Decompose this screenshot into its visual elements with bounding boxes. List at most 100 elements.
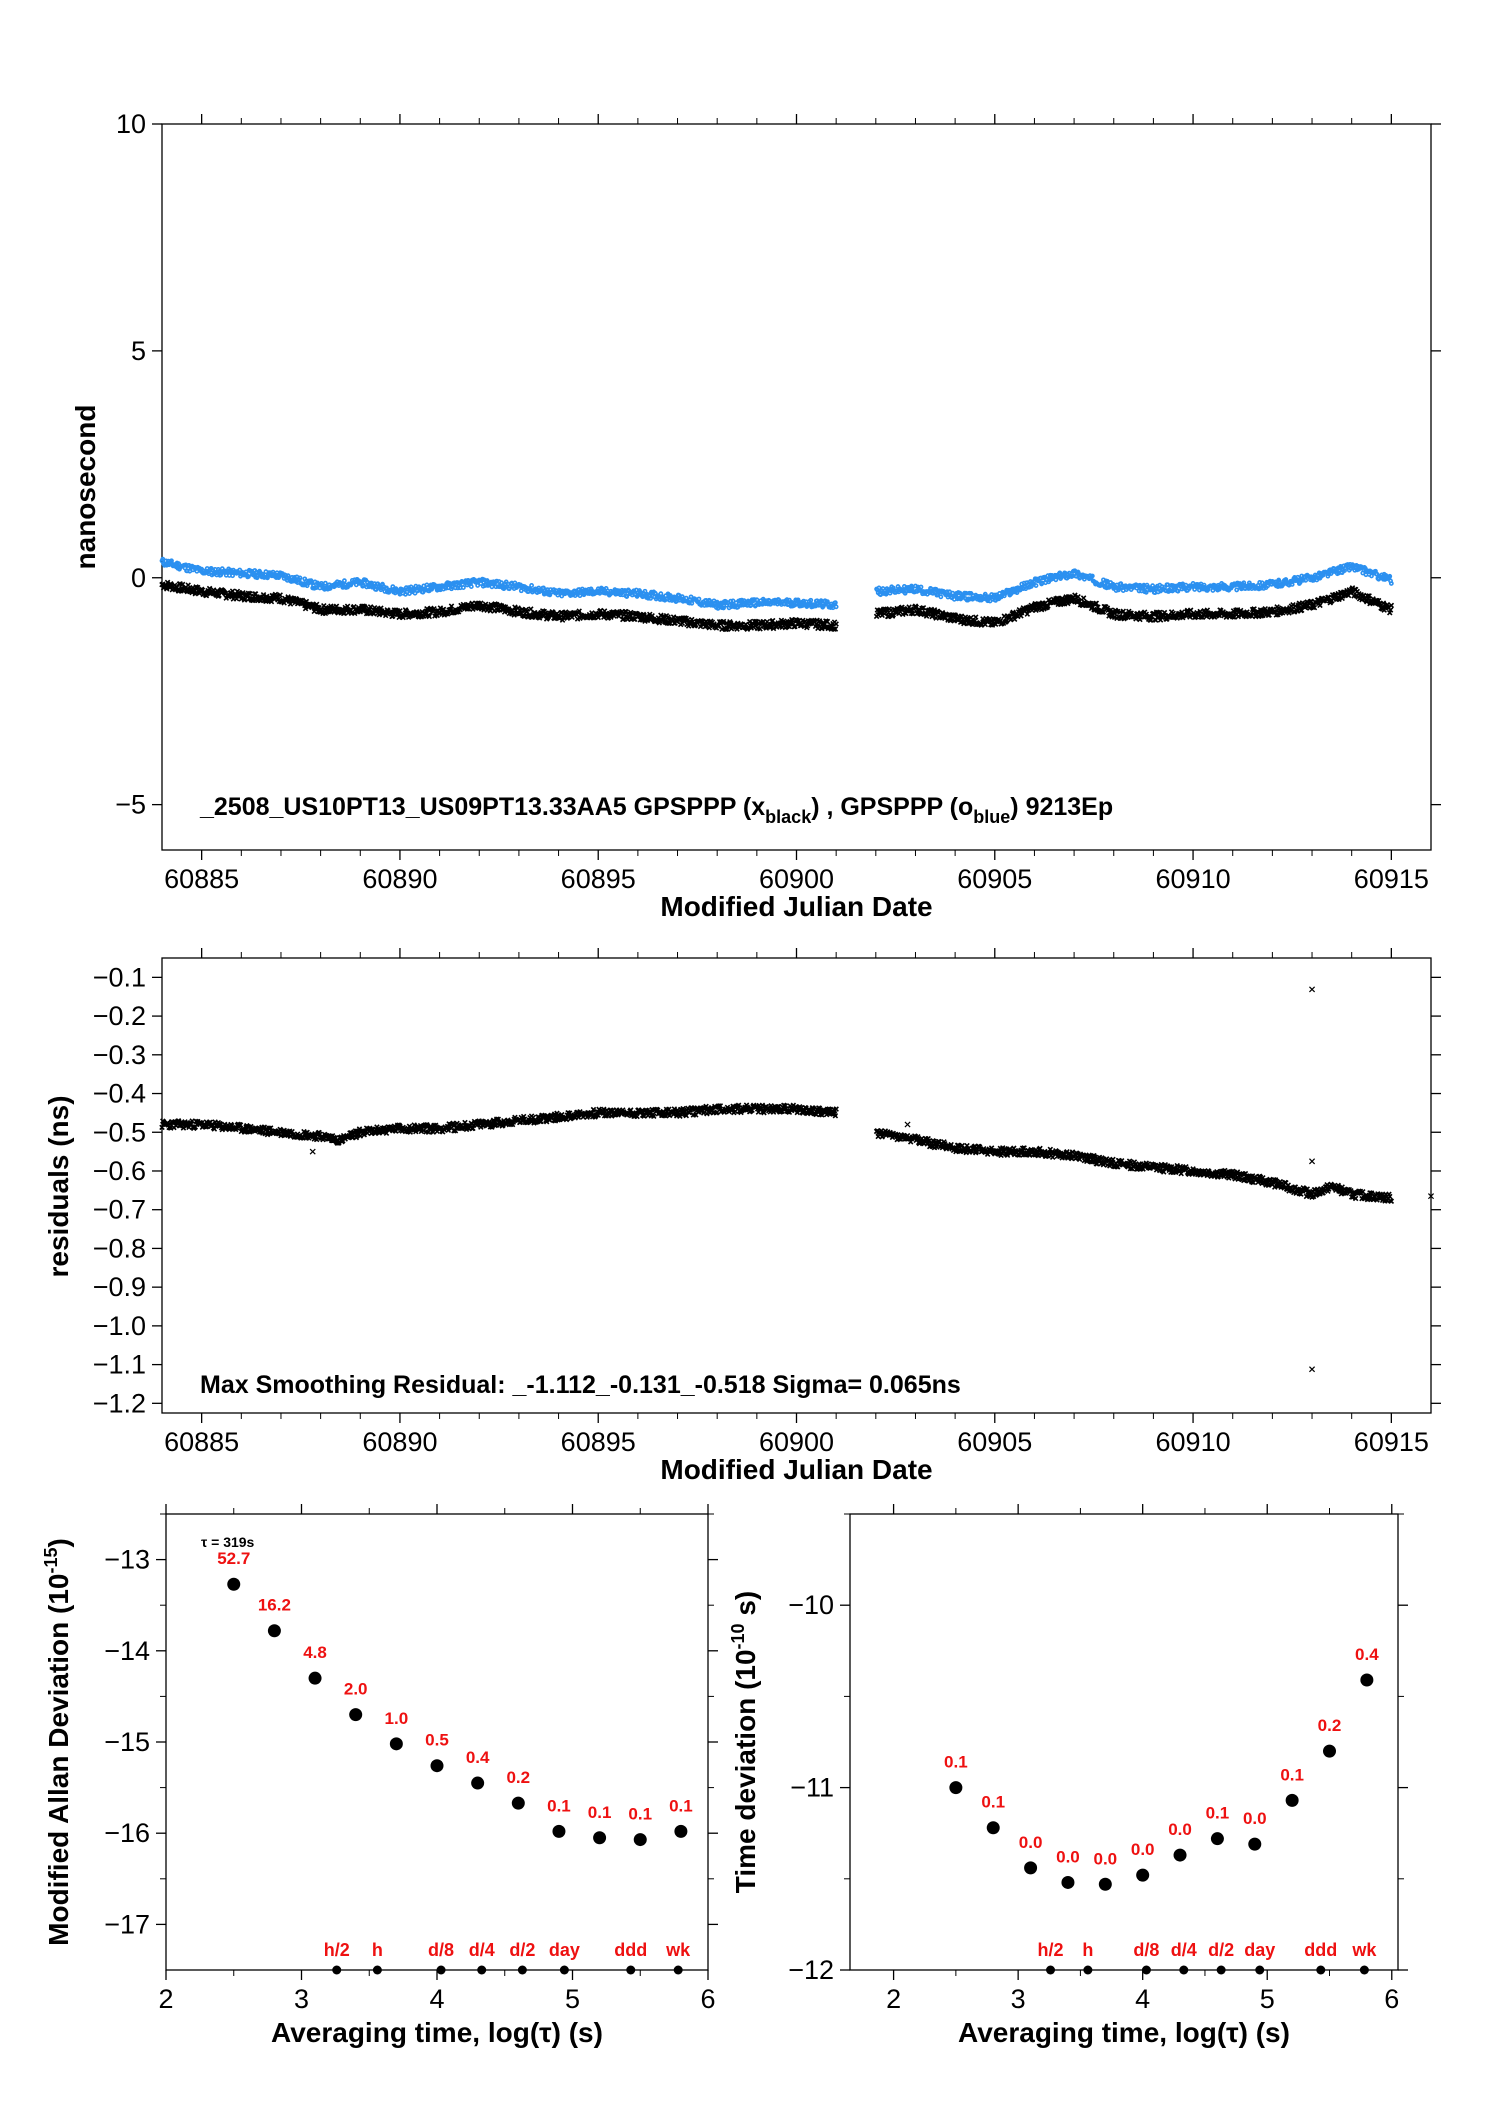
data-point bbox=[986, 1821, 1000, 1835]
data-point bbox=[1309, 1158, 1316, 1165]
plot-frame bbox=[161, 957, 1432, 1414]
data-point bbox=[1360, 1673, 1374, 1687]
x-tick-label: 60900 bbox=[759, 1427, 834, 1457]
time-marker-label: d/4 bbox=[1171, 1940, 1197, 1960]
y-tick-label: 5 bbox=[131, 336, 146, 366]
data-point bbox=[308, 1671, 322, 1685]
time-marker-label: wk bbox=[1351, 1940, 1377, 1960]
time-marker-label: d/4 bbox=[469, 1940, 495, 1960]
series-annotation: _2508_US10PT13_US09PT13.33AA5 GPSPPP (xb… bbox=[199, 793, 1113, 827]
y-tick-label: −17 bbox=[104, 1909, 150, 1939]
plot-frame bbox=[849, 1513, 1399, 1971]
x-tick-label: 3 bbox=[1011, 1984, 1026, 2014]
x-axis-title: Averaging time, log(τ) (s) bbox=[958, 2017, 1290, 2048]
data-label: 1.0 bbox=[385, 1709, 409, 1728]
time-marker-point bbox=[1141, 1965, 1151, 1975]
data-point bbox=[674, 1824, 688, 1838]
residuals-panel: 60885 60890 60895 60900 60905 60910 60915 −0.1 −… bbox=[43, 948, 1441, 1485]
data-label: 0.1 bbox=[1280, 1765, 1304, 1784]
data-point bbox=[1248, 1837, 1262, 1851]
y-tick-label: 10 bbox=[116, 109, 146, 139]
data-point bbox=[1427, 1193, 1435, 1200]
x-tick-label: 60905 bbox=[957, 1427, 1032, 1457]
x-tick-label: 6 bbox=[1384, 1984, 1399, 2014]
data-point bbox=[511, 1796, 525, 1810]
y-tick-label: 0 bbox=[131, 563, 146, 593]
x-tick-label: 4 bbox=[1135, 1984, 1150, 2014]
time-marker-label: h bbox=[1082, 1940, 1093, 1960]
annotation-subscript: black bbox=[765, 807, 812, 827]
time-marker-point bbox=[332, 1965, 342, 1975]
y-axis-title-exponent: -15 bbox=[41, 1547, 61, 1573]
annotation-text: ) , GPSPPP (o bbox=[811, 793, 973, 821]
data-point bbox=[949, 1781, 963, 1795]
y-tick-label: −15 bbox=[104, 1727, 150, 1757]
annotation-text: _2508_US10PT13_US09PT13.33AA5 GPSPPP (x bbox=[199, 793, 765, 821]
time-offset-panel: 60885 60890 60895 60900 60905 60910 60915 −5 0 5 1… bbox=[70, 109, 1441, 922]
annotation-subscript: blue bbox=[973, 807, 1010, 827]
data-series bbox=[159, 579, 1395, 633]
data-point bbox=[1285, 1793, 1299, 1807]
data-label: 0.4 bbox=[466, 1748, 490, 1767]
data-point bbox=[904, 1121, 911, 1128]
time-marker-label: day bbox=[1244, 1940, 1275, 1960]
y-tick-label: −0.4 bbox=[93, 1079, 146, 1109]
data-point bbox=[1061, 1875, 1075, 1889]
y-tick-label: −1.2 bbox=[93, 1388, 146, 1418]
x-tick-label: 4 bbox=[429, 1984, 444, 2014]
data-point bbox=[1309, 1366, 1316, 1373]
data-label: 2.0 bbox=[344, 1680, 368, 1699]
y-tick-label: −1.0 bbox=[93, 1311, 146, 1341]
x-axis-title: Modified Julian Date bbox=[660, 891, 932, 922]
y-tick-label: −0.9 bbox=[93, 1272, 146, 1302]
residual-annotation: Max Smoothing Residual: _-1.112_-0.131_-… bbox=[200, 1371, 961, 1399]
y-tick-label: −0.2 bbox=[93, 1001, 146, 1031]
x-tick-label: 60905 bbox=[957, 864, 1032, 894]
time-marker-point bbox=[1046, 1965, 1056, 1975]
data-label: 0.0 bbox=[1168, 1820, 1192, 1839]
data-point bbox=[1210, 1832, 1224, 1846]
modified-allan-deviation-panel: 2 3 4 5 6 −13 −14 −15 −16 −17 52.7 16.2 4.8 2.0 1.0 0.5… bbox=[41, 1504, 718, 2048]
time-marker-label: h/2 bbox=[324, 1940, 350, 1960]
data-point bbox=[1098, 1877, 1112, 1891]
y-axis-title: nanosecond bbox=[70, 405, 101, 570]
x-tick-label: 6 bbox=[700, 1984, 715, 2014]
time-marker-point bbox=[1359, 1965, 1369, 1975]
data-label: 0.0 bbox=[1019, 1833, 1043, 1852]
x-tick-label: 60900 bbox=[759, 864, 834, 894]
time-marker-label: d/8 bbox=[428, 1940, 454, 1960]
time-marker-point bbox=[1255, 1965, 1265, 1975]
time-marker-point bbox=[517, 1965, 527, 1975]
tau-label: τ = 319s bbox=[201, 1534, 255, 1550]
x-axis-title: Averaging time, log(τ) (s) bbox=[271, 2017, 603, 2048]
data-point bbox=[389, 1737, 403, 1751]
data-label: 0.0 bbox=[1243, 1809, 1267, 1828]
data-point bbox=[471, 1776, 485, 1790]
y-tick-label: −16 bbox=[104, 1818, 150, 1848]
time-marker-point bbox=[1179, 1965, 1189, 1975]
x-tick-label: 2 bbox=[886, 1984, 901, 2014]
y-tick-label: −0.7 bbox=[93, 1195, 146, 1225]
x-tick-label: 60890 bbox=[362, 864, 437, 894]
y-axis-title: residuals (ns) bbox=[43, 1095, 74, 1277]
y-axis-title-text: Modified Allan Deviation (10 bbox=[43, 1574, 74, 1946]
y-tick-label: −0.6 bbox=[93, 1156, 146, 1186]
y-tick-label: −1.1 bbox=[93, 1350, 146, 1380]
data-label: 0.1 bbox=[981, 1793, 1005, 1812]
x-tick-label: 2 bbox=[158, 1984, 173, 2014]
y-tick-label: −14 bbox=[104, 1636, 150, 1666]
y-axis-title-text: Time deviation (10 bbox=[730, 1649, 761, 1893]
time-marker-label: ddd bbox=[1304, 1940, 1337, 1960]
data-point bbox=[309, 1148, 316, 1155]
time-marker-point bbox=[436, 1965, 446, 1975]
y-tick-label: −5 bbox=[115, 790, 146, 820]
time-marker-point bbox=[1316, 1965, 1326, 1975]
y-tick-label: −10 bbox=[788, 1590, 834, 1620]
data-point bbox=[1309, 986, 1316, 993]
time-marker-point bbox=[559, 1965, 569, 1975]
data-label: 0.1 bbox=[588, 1803, 612, 1822]
data-point bbox=[593, 1831, 607, 1845]
x-tick-label: 5 bbox=[1260, 1984, 1275, 2014]
plot-frame bbox=[161, 123, 1432, 851]
data-label: 0.1 bbox=[1206, 1804, 1230, 1823]
